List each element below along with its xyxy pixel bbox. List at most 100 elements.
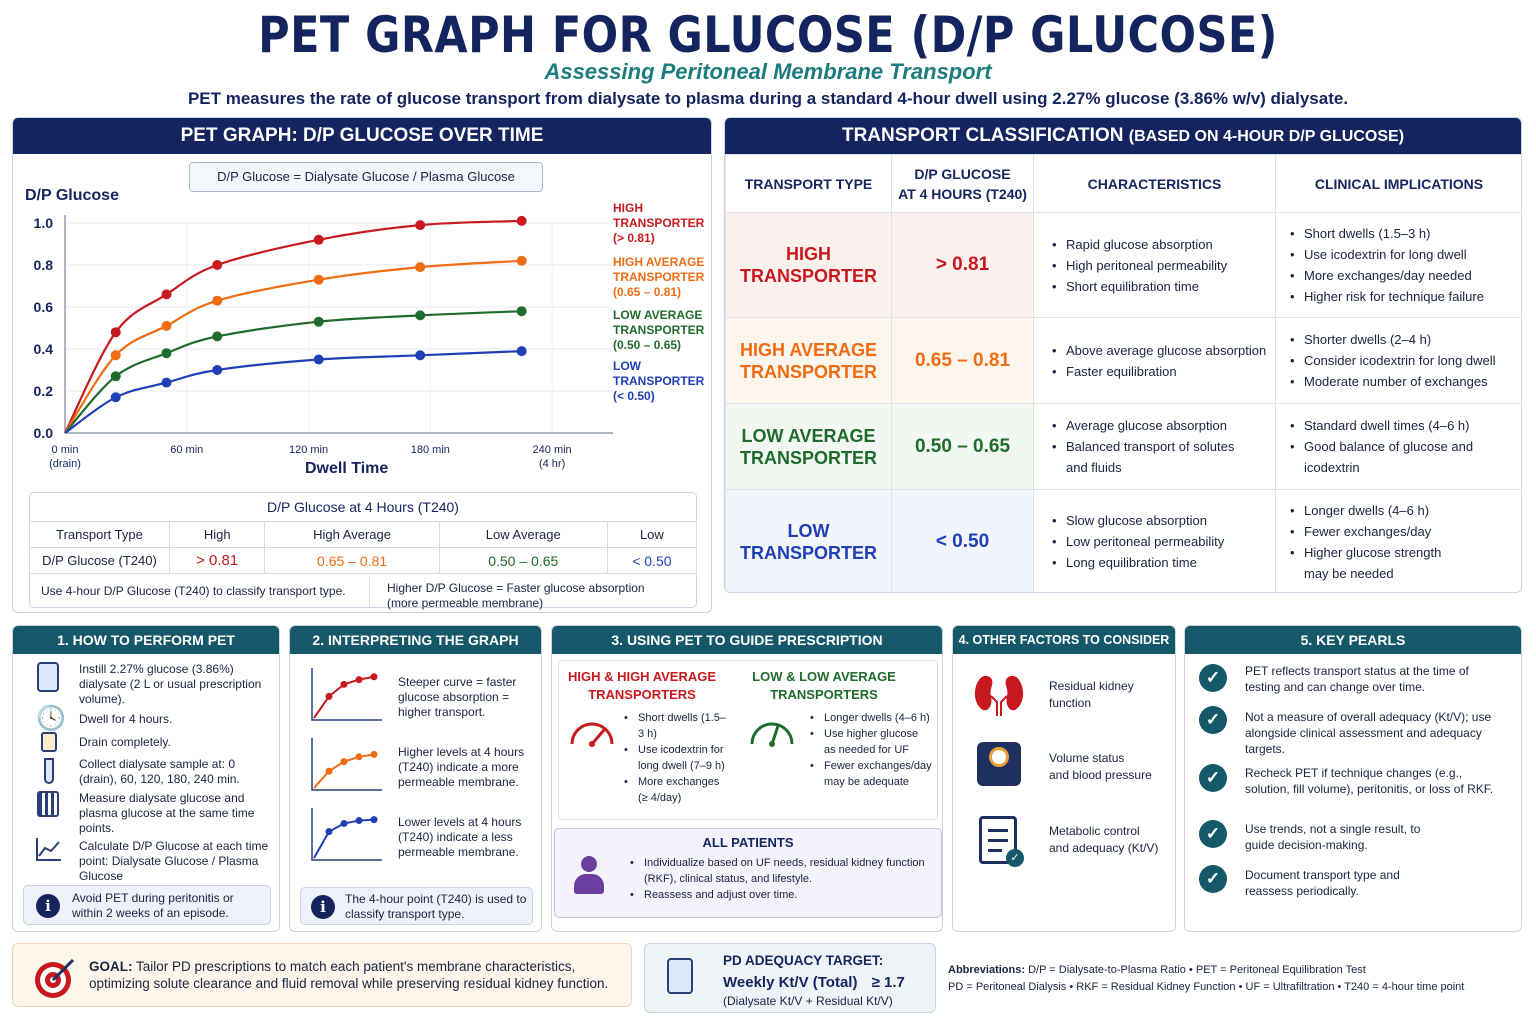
row-type-line2: TRANSPORTER <box>739 361 877 382</box>
row-type-line2: TRANSPORTER <box>739 266 877 286</box>
data-point <box>212 260 223 270</box>
summary-note-right-2: (more permeable membrane) <box>387 596 544 610</box>
info-icon: i <box>311 895 335 919</box>
data-point <box>212 331 223 342</box>
list-item: Slow glucose absorption <box>1052 510 1275 531</box>
implications-list: Short dwells (1.5–3 h)Use icodextrin for… <box>1276 223 1521 307</box>
check-icon: ✓ <box>1199 865 1227 893</box>
mini-point <box>340 819 348 827</box>
perform-step: Instill 2.27% glucose (3.86%) dialysate … <box>79 662 262 706</box>
legend-ha-l3: (0.65 – 0.81) <box>613 285 682 299</box>
col-dp-glucose-1: D/P GLUCOSE <box>914 165 1011 182</box>
legend-low-l2: TRANSPORTER <box>613 374 705 388</box>
data-point <box>212 365 223 375</box>
graph-panel-heading: PET GRAPH: D/P GLUCOSE OVER TIME <box>13 118 711 154</box>
abbrev-label: Abbreviations: <box>948 964 1026 976</box>
scale-icon <box>977 742 1021 786</box>
data-point <box>212 295 223 306</box>
summary-cell: High <box>168 521 266 548</box>
row-transport-type: LOW AVERAGE TRANSPORTER <box>725 403 892 490</box>
data-point <box>313 274 324 285</box>
mini-point <box>355 753 363 761</box>
list-item: Use icodextrin for long dwell (7–9 h) <box>624 742 732 774</box>
characteristics-list: Rapid glucose absorptionHigh peritoneal … <box>1034 234 1275 297</box>
abbrev-line1: D/P = Dialysate-to-Plasma Ratio • PET = … <box>1028 964 1366 976</box>
mini-axis <box>311 808 382 861</box>
list-item: Fewer exchanges/day <box>1290 521 1521 542</box>
data-point <box>415 220 426 231</box>
y-tick-label: 0.6 <box>34 299 54 315</box>
mini-point <box>325 828 333 836</box>
list-item: Long equilibration time <box>1052 552 1275 573</box>
page-title: PET GRAPH FOR GLUCOSE (D/P GLUCOSE) <box>258 6 1278 64</box>
list-item: Higher glucose strength <box>1290 542 1521 563</box>
data-point <box>415 310 426 321</box>
y-tick-label: 0.4 <box>34 341 54 357</box>
dialysate-bag-icon <box>37 662 59 692</box>
summary-cell: Transport Type <box>29 521 170 548</box>
pearl-item: Not a measure of overall adequacy (Kt/V)… <box>1245 710 1492 756</box>
legend-high-l2: TRANSPORTER <box>613 216 705 230</box>
mini-point <box>370 816 378 824</box>
goal-label: GOAL: <box>89 959 133 974</box>
calculator-icon <box>37 791 59 817</box>
list-item: Rapid glucose absorption <box>1052 234 1275 255</box>
mini-point <box>325 692 333 700</box>
clipboard-icon: ✓ <box>979 816 1024 867</box>
factors-heading: 4. OTHER FACTORS TO CONSIDER <box>953 626 1175 654</box>
check-icon: ✓ <box>1199 664 1227 692</box>
list-item: Higher risk for technique failure <box>1290 286 1521 307</box>
low-transporters-list: Longer dwells (4–6 h)Use higher glucose … <box>806 710 932 790</box>
data-point <box>110 327 121 338</box>
data-point <box>516 306 527 317</box>
row-type-line1: LOW <box>787 520 830 541</box>
interpret-item: Higher levels at 4 hours (T240) indicate… <box>398 745 525 789</box>
row-dp-value: > 0.81 <box>891 212 1034 318</box>
perform-note: i Avoid PET during peritonitis or within… <box>23 885 271 925</box>
low-transporters-title: LOW & LOW AVERAGE TRANSPORTERS <box>742 668 906 704</box>
row-type-line1: HIGH <box>786 244 831 264</box>
y-tick-label: 1.0 <box>34 215 54 231</box>
list-item: Use higher glucose as needed for UF <box>810 726 932 758</box>
row-dp-value: 0.65 – 0.81 <box>891 317 1034 404</box>
series-line <box>64 219 522 434</box>
characteristics-list: Slow glucose absorptionLow peritoneal pe… <box>1034 510 1275 573</box>
list-item: Moderate number of exchanges <box>1290 371 1521 392</box>
goal-text-2: optimizing solute clearance and fluid re… <box>89 976 609 991</box>
x-tick-label: 0 min <box>52 444 79 456</box>
abbreviations: Abbreviations: D/P = Dialysate-to-Plasma… <box>948 962 1528 996</box>
factor-kidney: Residual kidney function <box>1049 678 1134 712</box>
factor-kidney-l2: function <box>1049 696 1092 710</box>
adequacy-target: ≥ 1.7 <box>871 974 905 991</box>
legend-high-average: HIGH AVERAGE TRANSPORTER (0.65 – 0.81) <box>613 255 704 300</box>
data-point <box>110 350 121 361</box>
list-item: Longer dwells (4–6 h) <box>1290 500 1521 521</box>
high-transporters-list: Short dwells (1.5–3 h)Use icodextrin for… <box>620 710 732 806</box>
row-dp-value: 0.50 – 0.65 <box>891 403 1034 490</box>
high-title-1: HIGH & HIGH AVERAGE <box>567 669 717 684</box>
test-tube-icon <box>44 758 54 784</box>
goal-box: GOAL: Tailor PD prescriptions to match e… <box>12 943 632 1007</box>
graph-icon <box>36 838 61 861</box>
data-point <box>110 392 121 403</box>
legend-high-l1: HIGH <box>613 201 643 215</box>
legend-high-l3: (> 0.81) <box>613 231 655 245</box>
data-point <box>313 234 324 245</box>
interpret-note: i The 4-hour point (T240) is used to cla… <box>300 887 533 925</box>
check-icon: ✓ <box>1199 820 1227 848</box>
list-item: Consider icodextrin for long dwell <box>1290 350 1521 371</box>
pearl-item: PET reflects transport status at the tim… <box>1245 664 1469 694</box>
characteristics-list: Average glucose absorptionBalanced trans… <box>1034 415 1275 478</box>
info-icon: i <box>36 894 60 918</box>
list-item: Short dwells (1.5–3 h) <box>624 710 732 742</box>
list-item: Standard dwell times (4–6 h) <box>1290 415 1521 436</box>
intro-text: PET measures the rate of glucose transpo… <box>187 89 1349 108</box>
list-item: Balanced transport of solutes <box>1052 436 1275 457</box>
perform-step: Calculate D/P Glucose at each time point… <box>79 839 269 883</box>
col-transport-type: TRANSPORT TYPE <box>725 154 892 213</box>
col-clinical-implications: CLINICAL IMPLICATIONS <box>1275 154 1521 213</box>
factor-metabolic-l2: and adequacy (Kt/V) <box>1049 841 1159 855</box>
x-tick-sublabel: (drain) <box>49 458 81 470</box>
list-item: Fewer exchanges/day may be adequate <box>810 758 932 790</box>
